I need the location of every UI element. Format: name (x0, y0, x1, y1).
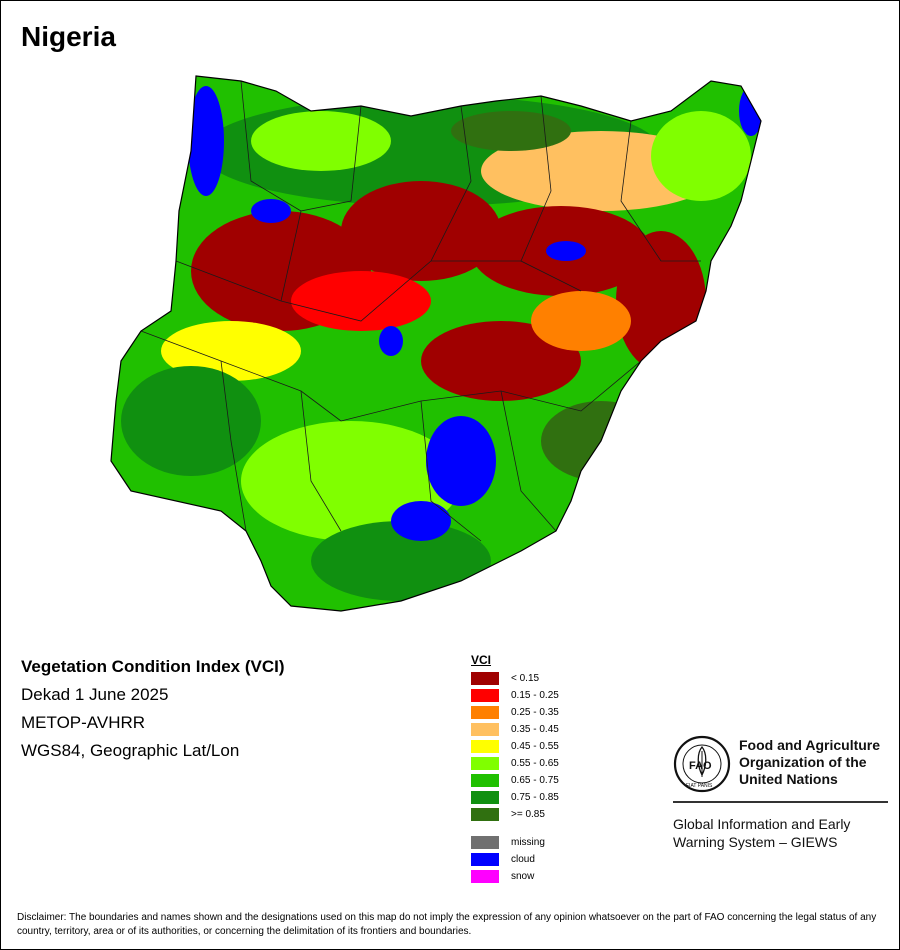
divider (673, 801, 888, 803)
legend-class-label: 0.35 - 0.45 (511, 724, 559, 735)
legend-other-label: cloud (511, 854, 535, 865)
legend-class-label: < 0.15 (511, 673, 540, 684)
organization-name: Food and Agriculture Organization of the… (739, 737, 881, 787)
map-title: Nigeria (21, 21, 116, 52)
sensor-label: METOP-AVHRR (21, 713, 146, 732)
fao-logo-letter-f: FAO (689, 760, 712, 772)
disclaimer: Disclaimer: The boundaries and names sho… (17, 912, 877, 937)
projection-label: WGS84, Geographic Lat/Lon (21, 741, 240, 760)
legend-class-label: 0.25 - 0.35 (511, 707, 559, 718)
legend-class-label: 0.55 - 0.65 (511, 758, 559, 769)
fao-logo-motto: FIAT PANIS (686, 783, 713, 789)
legend-class-label: 0.15 - 0.25 (511, 690, 559, 701)
legend-other-label: snow (511, 871, 535, 882)
legend-class-row: 0.55 - 0.65 (471, 755, 559, 772)
legend-other-swatch (471, 836, 499, 849)
legend-class-row: 0.25 - 0.35 (471, 704, 559, 721)
legend-other-row: cloud (471, 851, 559, 868)
map-info: Vegetation Condition Index (VCI) Dekad 1… (21, 657, 285, 769)
legend-class-row: >= 0.85 (471, 806, 559, 823)
legend-class-swatch (471, 757, 499, 770)
legend-class-row: 0.15 - 0.25 (471, 687, 559, 704)
legend-other-swatch (471, 870, 499, 883)
vci-map (110, 75, 762, 612)
vci-legend: VCI < 0.15 0.15 - 0.25 0.25 - 0.35 0.35 - 0… (471, 653, 559, 885)
legend-class-label: >= 0.85 (511, 809, 545, 820)
legend-class-swatch (471, 774, 499, 787)
legend-class-row: 0.35 - 0.45 (471, 721, 559, 738)
legend-class-swatch (471, 808, 499, 821)
legend-class-swatch (471, 706, 499, 719)
period-label: Dekad 1 June 2025 (21, 685, 169, 704)
legend-class-row: 0.75 - 0.85 (471, 789, 559, 806)
legend-class-swatch (471, 689, 499, 702)
legend-class-row: 0.45 - 0.55 (471, 738, 559, 755)
legend-title: VCI (471, 653, 492, 667)
legend-class-row: 0.65 - 0.75 (471, 772, 559, 789)
legend-other-row: snow (471, 868, 559, 885)
legend-class-swatch (471, 791, 499, 804)
index-name: Vegetation Condition Index (VCI) (21, 657, 285, 676)
giews-name: Global Information and Early Warning Sys… (673, 816, 851, 850)
legend-other-label: missing (511, 837, 545, 848)
legend-class-label: 0.45 - 0.55 (511, 741, 559, 752)
legend-class-label: 0.65 - 0.75 (511, 775, 559, 786)
legend-class-row: < 0.15 (471, 670, 559, 687)
legend-class-swatch (471, 723, 499, 736)
legend-other-row: missing (471, 834, 559, 851)
legend-class-swatch (471, 672, 499, 685)
legend-class-swatch (471, 740, 499, 753)
fao-logo-icon: FAO FIAT PANIS (673, 735, 731, 793)
legend-class-label: 0.75 - 0.85 (511, 792, 559, 803)
legend-other-swatch (471, 853, 499, 866)
